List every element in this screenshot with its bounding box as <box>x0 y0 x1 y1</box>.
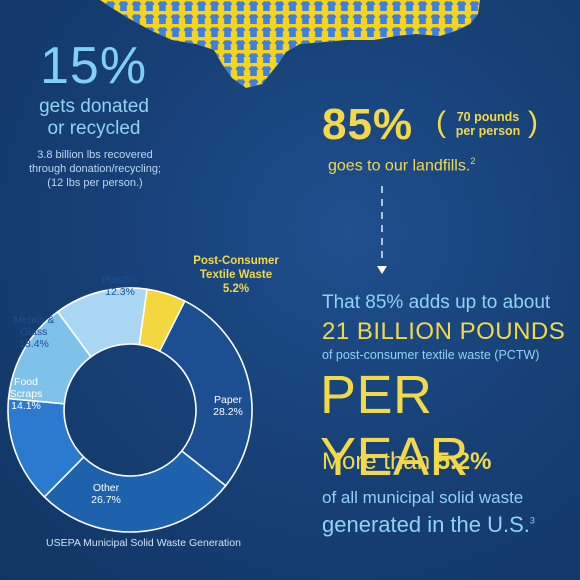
slice-label-line: 26.7% <box>91 494 121 506</box>
pctw-text: of post-consumer textile waste (PCTW) <box>322 348 540 362</box>
slice-label-plastics: Plastics 12.3% <box>70 274 170 298</box>
donated-detail: 3.8 billion lbs recovered through donati… <box>6 148 184 190</box>
landfills-footnote: 2 <box>470 156 476 166</box>
slice-label-line: 28.2% <box>213 406 243 418</box>
slice-label-line: 5.2% <box>222 283 250 295</box>
slice-label-line: 12.3% <box>105 286 135 298</box>
landfill-percent: 85% <box>322 100 414 149</box>
donated-headline-line2: or recycled <box>47 118 141 139</box>
slice-label-line: Post-Consumer <box>193 255 279 267</box>
slice-plastics <box>56 287 148 358</box>
slice-label-paper: Paper 28.2% <box>178 394 278 418</box>
open-paren: ( <box>436 106 446 139</box>
generated-label: generated in the U.S. <box>322 512 530 537</box>
more-than-text: More than 5.2% <box>322 448 491 476</box>
msw-donut-chart <box>7 287 253 533</box>
slice-label-line: Plastics <box>101 274 139 286</box>
slice-label-line: Paper <box>213 394 243 406</box>
per-year-text: PER YEAR <box>320 365 470 487</box>
generated-footnote: 3 <box>529 515 535 526</box>
donated-detail-line3: (12 lbs per person.) <box>47 177 143 189</box>
slice-label-line: Other <box>92 482 120 494</box>
slice-other <box>43 449 227 533</box>
donated-percent: 15% <box>40 37 148 95</box>
dashed-arrow-icon <box>377 186 387 274</box>
of-all-msw-text: of all municipal solid waste <box>322 488 524 507</box>
adds-up-text: That 85% adds up to about <box>322 292 551 313</box>
slice-paper <box>158 299 253 487</box>
slice-label-line: Metals & <box>13 314 55 326</box>
landfills-label: goes to our landfills. <box>328 157 471 175</box>
donated-headline-line1: gets donated <box>39 96 149 117</box>
per-person-line2: per person <box>455 124 521 138</box>
slice-label-line: 14.1% <box>11 400 41 412</box>
more-than-label: More than <box>322 448 437 475</box>
per-person-note: 70 pounds per person <box>446 110 530 138</box>
slice-label-post-consumer-textile-waste: Post-Consumer Textile Waste 5.2% <box>186 254 286 296</box>
slice-label-line: Textile Waste <box>199 269 273 281</box>
donated-detail-line1: 3.8 billion lbs recovered <box>37 149 153 161</box>
chart-source: USEPA Municipal Solid Waste Generation <box>46 537 241 549</box>
slice-label-line: Food <box>14 376 38 388</box>
slice-label-food-scraps: Food Scraps 14.1% <box>0 376 76 412</box>
slice-label-line: 13.4% <box>19 338 49 350</box>
landfills-text: goes to our landfills.2 <box>328 156 475 175</box>
slice-label-other: Other 26.7% <box>56 482 156 506</box>
billion-pounds-text: 21 BILLION POUNDS <box>322 318 566 345</box>
generated-text: generated in the U.S.3 <box>322 512 535 538</box>
slice-label-metals-glass: Metals & Glass 13.4% <box>0 314 84 350</box>
donated-headline: gets donated or recycled <box>26 96 162 140</box>
us-map-illustration <box>100 0 480 88</box>
more-than-value: 5.2% <box>436 448 492 475</box>
slice-label-line: Scraps <box>9 388 43 400</box>
slice-label-line: Glass <box>20 326 48 338</box>
per-person-line1: 70 pounds <box>456 110 520 124</box>
donated-detail-line2: through donation/recycling; <box>28 163 162 175</box>
close-paren: ) <box>528 106 538 139</box>
